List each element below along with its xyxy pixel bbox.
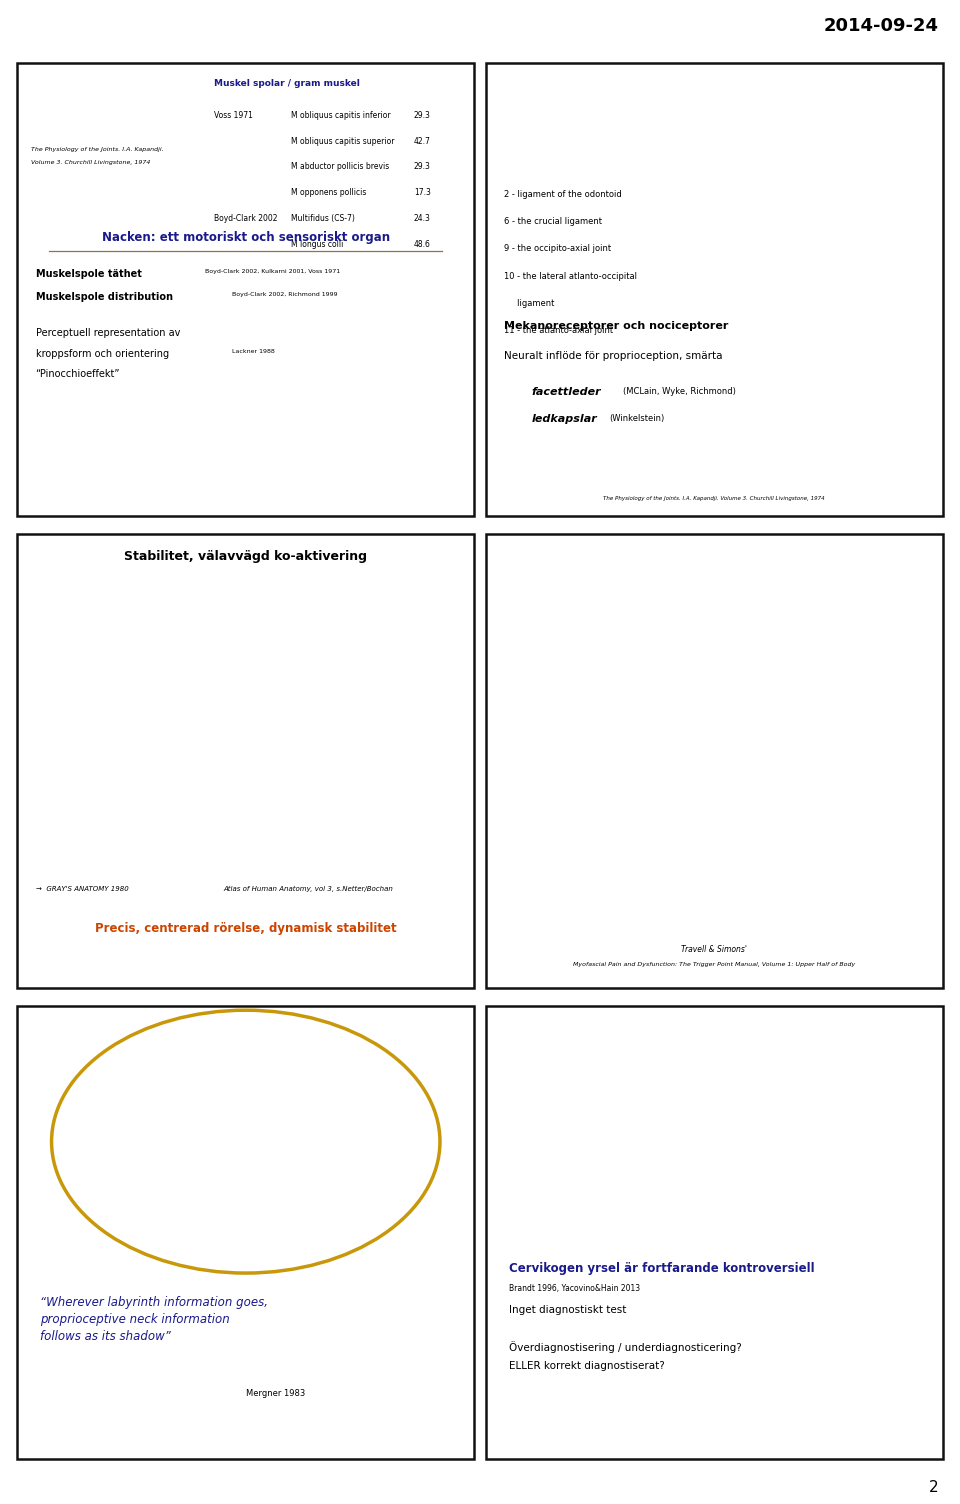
Text: M abductor pollicis brevis: M abductor pollicis brevis [292,162,390,171]
Text: Multifidus (CS-7): Multifidus (CS-7) [292,214,355,223]
Text: Mekanoreceptorer och nociceptorer: Mekanoreceptorer och nociceptorer [504,322,729,331]
Text: kroppsform och orientering: kroppsform och orientering [36,349,169,358]
Text: Muskelspole täthet: Muskelspole täthet [36,269,141,280]
Text: Brandt 1996, Yacovino&Hain 2013: Brandt 1996, Yacovino&Hain 2013 [509,1284,639,1293]
Text: 17.3: 17.3 [414,188,431,197]
Text: 48.6: 48.6 [414,241,431,250]
Text: Cervikogen yrsel är fortfarande kontroversiell: Cervikogen yrsel är fortfarande kontrove… [509,1262,814,1275]
Text: “Wherever labyrinth information goes,
proprioceptive neck information
follows as: “Wherever labyrinth information goes, pr… [40,1296,268,1343]
Text: 29.3: 29.3 [414,162,431,171]
Text: M obliquus capitis superior: M obliquus capitis superior [292,137,395,146]
Text: (Winkelstein): (Winkelstein) [610,415,664,424]
Text: The Physiology of the Joints. I.A. Kapandji. Volume 3. Churchill Livingstone, 19: The Physiology of the Joints. I.A. Kapan… [604,495,825,501]
Text: M opponens pollicis: M opponens pollicis [292,188,367,197]
Text: Precis, centrerad rörelse, dynamisk stabilitet: Precis, centrerad rörelse, dynamisk stab… [95,922,396,935]
Text: 29.3: 29.3 [414,111,431,120]
Text: →  GRAY'S ANATOMY 1980: → GRAY'S ANATOMY 1980 [36,886,129,892]
Text: Muskelspole distribution: Muskelspole distribution [36,292,173,302]
Text: ELLER korrekt diagnostiserat?: ELLER korrekt diagnostiserat? [509,1361,664,1372]
Text: Boyd-Clark 2002, Kulkarni 2001, Voss 1971: Boyd-Clark 2002, Kulkarni 2001, Voss 197… [204,269,340,274]
Text: The Physiology of the Joints. I.A. Kapandji.: The Physiology of the Joints. I.A. Kapan… [31,147,163,152]
Text: Inget diagnostiskt test: Inget diagnostiskt test [509,1305,626,1314]
Text: 2014-09-24: 2014-09-24 [824,18,939,35]
Text: Boyd-Clark 2002, Richmond 1999: Boyd-Clark 2002, Richmond 1999 [232,292,338,296]
Text: Travell & Simons': Travell & Simons' [682,945,747,954]
Text: 9 - the occipito-axial joint: 9 - the occipito-axial joint [504,245,612,254]
Text: M longus colli: M longus colli [292,241,344,250]
Text: Nacken: ett motoriskt och sensoriskt organ: Nacken: ett motoriskt och sensoriskt org… [102,230,390,244]
Text: Lackner 1988: Lackner 1988 [232,349,275,353]
Text: 24.3: 24.3 [414,214,431,223]
Text: ligament: ligament [504,299,555,308]
Text: 10 - the lateral atlanto-occipital: 10 - the lateral atlanto-occipital [504,272,637,281]
Text: Muskel spolar / gram muskel: Muskel spolar / gram muskel [214,80,360,89]
Text: 2: 2 [929,1480,939,1495]
Text: Perceptuell representation av: Perceptuell representation av [36,328,180,338]
Text: 42.7: 42.7 [414,137,431,146]
Text: 2 - ligament of the odontoid: 2 - ligament of the odontoid [504,190,622,199]
Text: M obliquus capitis inferior: M obliquus capitis inferior [292,111,391,120]
Text: ledkapslar: ledkapslar [532,415,597,424]
Text: Mergner 1983: Mergner 1983 [246,1388,305,1397]
Text: Boyd-Clark 2002: Boyd-Clark 2002 [214,214,277,223]
Text: Myofascial Pain and Dysfunction: The Trigger Point Manual, Volume 1: Upper Half : Myofascial Pain and Dysfunction: The Tri… [573,963,855,967]
Text: “Pinocchioeffekt”: “Pinocchioeffekt” [36,368,120,379]
Text: Stabilitet, välavvägd ko-aktivering: Stabilitet, välavvägd ko-aktivering [124,550,368,564]
Text: (MCLain, Wyke, Richmond): (MCLain, Wyke, Richmond) [623,387,735,396]
Text: 11 - the atlanto-axial joint: 11 - the atlanto-axial joint [504,326,613,335]
Text: facettleder: facettleder [532,387,601,397]
Text: Neuralt inflöde för proprioception, smärta: Neuralt inflöde för proprioception, smär… [504,350,723,361]
Text: Överdiagnostisering / underdiagnosticering?: Överdiagnostisering / underdiagnosticeri… [509,1342,741,1354]
Text: Atlas of Human Anatomy, vol 3, s.Netter/Bochan: Atlas of Human Anatomy, vol 3, s.Netter/… [223,886,393,892]
Text: 6 - the crucial ligament: 6 - the crucial ligament [504,217,602,226]
Text: Volume 3. Churchill Livingstone, 1974: Volume 3. Churchill Livingstone, 1974 [31,159,151,165]
Text: Voss 1971: Voss 1971 [214,111,252,120]
